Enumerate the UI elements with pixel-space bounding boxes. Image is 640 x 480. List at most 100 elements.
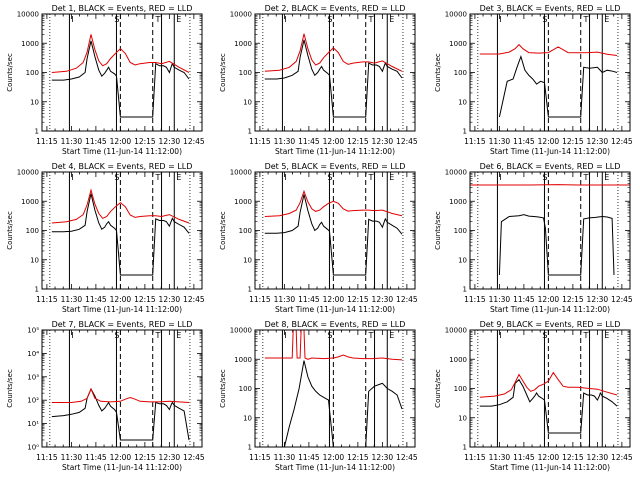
y-tick-label: 1000 (449, 40, 467, 48)
x-tick-label: 12:45 (183, 295, 205, 304)
y-tick-label: 100 (239, 227, 252, 235)
x-tick-label: 12:30 (372, 295, 394, 304)
x-tick-label: 11:15 (249, 453, 271, 462)
events-series-line (498, 214, 615, 276)
x-tick-label: 11:30 (61, 137, 83, 146)
marker-label-e: E (176, 15, 181, 24)
panel-title: Det 8, BLACK = Events, RED = LLD (265, 320, 406, 329)
y-axis-label: Counts/sec (6, 369, 14, 408)
y-tick-label: 100 (239, 69, 252, 77)
detector-panel-2: 11:15 11:30 11:45 12:00 12:15 12:30 12:45 1 10 10… (219, 4, 418, 156)
marker-label-t: T (583, 331, 589, 340)
x-tick-label: 12:45 (396, 453, 418, 462)
x-tick-label: 12:45 (611, 137, 633, 146)
x-tick-label: 12:15 (134, 137, 156, 146)
x-axis-label: Start Time (11-Jun-14 11:12:00) (62, 463, 182, 472)
marker-label-i: I (71, 15, 73, 24)
events-series-line (498, 55, 618, 118)
x-tick-label: 11:15 (249, 295, 271, 304)
x-tick-label: 11:15 (36, 137, 58, 146)
marker-label-s: S (327, 15, 332, 24)
marker-label-i: I (284, 173, 286, 182)
x-tick-label: 11:15 (464, 137, 486, 146)
plot-frame (254, 171, 416, 290)
marker-label-t: T (583, 173, 589, 182)
plot-frame (41, 13, 203, 132)
x-tick-label: 12:00 (323, 137, 345, 146)
y-axis-label: Counts/sec (219, 53, 227, 92)
y-tick-label: 10⁵ (27, 327, 39, 335)
x-tick-label: 12:00 (323, 295, 345, 304)
lld-series-line (51, 387, 190, 403)
x-tick-label: 12:00 (323, 453, 345, 462)
y-tick-label: 10³ (27, 373, 39, 381)
x-axis-label: Start Time (11-Jun-14 11:12:00) (490, 147, 610, 156)
x-tick-label: 11:30 (489, 295, 511, 304)
panel-title: Det 4, BLACK = Events, RED = LLD (52, 162, 193, 171)
detector-panel-6: 11:15 11:30 11:45 12:00 12:15 12:30 12:45 1 10 10… (434, 162, 633, 314)
x-tick-label: 11:45 (85, 137, 107, 146)
x-tick-label: 12:30 (159, 137, 181, 146)
x-tick-label: 11:15 (36, 453, 58, 462)
y-tick-label: 10000 (445, 327, 467, 335)
plot-frame (41, 329, 203, 448)
y-tick-label: 1 (35, 128, 39, 136)
marker-label-s: S (327, 173, 332, 182)
marker-label-t: T (155, 173, 161, 182)
detector-panel-7: 11:15 11:30 11:45 12:00 12:15 12:30 12:45 10⁰ 10… (6, 320, 205, 472)
x-tick-label: 11:30 (274, 295, 296, 304)
y-tick-label: 1000 (21, 40, 39, 48)
x-tick-label: 12:00 (538, 137, 560, 146)
y-tick-label: 10 (243, 98, 252, 106)
y-tick-label: 10 (243, 414, 252, 422)
x-tick-label: 12:45 (183, 453, 205, 462)
marker-label-e: E (389, 15, 394, 24)
x-tick-label: 12:30 (587, 137, 609, 146)
x-tick-label: 12:30 (372, 137, 394, 146)
y-tick-label: 10⁰ (27, 444, 39, 452)
plot-frame (469, 329, 631, 448)
y-tick-label: 10000 (230, 327, 252, 335)
x-tick-label: 11:45 (513, 295, 535, 304)
marker-label-t: T (368, 173, 374, 182)
events-series-line (51, 40, 190, 118)
x-tick-label: 11:45 (298, 295, 320, 304)
y-tick-label: 1 (248, 286, 252, 294)
detector-panel-9: 11:15 11:30 11:45 12:00 12:15 12:30 12:45 1 10 10… (434, 320, 633, 472)
x-tick-label: 11:45 (298, 453, 320, 462)
y-tick-label: 1000 (449, 198, 467, 206)
marker-label-e: E (389, 331, 394, 340)
x-axis-label: Start Time (11-Jun-14 11:12:00) (490, 305, 610, 314)
events-series-line (283, 360, 403, 447)
y-tick-label: 100 (239, 385, 252, 393)
y-tick-label: 100 (26, 227, 39, 235)
y-tick-label: 10⁴ (27, 350, 39, 358)
x-tick-label: 12:30 (587, 295, 609, 304)
lld-series-line (264, 33, 403, 72)
y-tick-label: 1 (463, 128, 467, 136)
marker-label-e: E (604, 331, 609, 340)
y-tick-label: 10000 (230, 169, 252, 177)
y-tick-label: 10¹ (27, 420, 39, 428)
y-axis-label: Counts/sec (434, 369, 442, 408)
x-tick-label: 12:15 (134, 453, 156, 462)
plot-frame (254, 13, 416, 132)
x-tick-label: 11:15 (36, 295, 58, 304)
panel-title: Det 6, BLACK = Events, RED = LLD (480, 162, 621, 171)
panel-title: Det 7, BLACK = Events, RED = LLD (52, 320, 193, 329)
y-tick-label: 10000 (445, 11, 467, 19)
marker-label-s: S (114, 15, 119, 24)
x-tick-label: 12:00 (110, 295, 132, 304)
x-axis-label: Start Time (11-Jun-14 11:12:00) (275, 147, 395, 156)
y-tick-label: 10 (458, 256, 467, 264)
y-tick-label: 1000 (449, 356, 467, 364)
x-tick-label: 12:15 (562, 137, 584, 146)
plot-frame (469, 13, 631, 132)
events-series-line (51, 193, 190, 276)
x-tick-label: 11:30 (489, 453, 511, 462)
y-axis-label: Counts/sec (6, 211, 14, 250)
y-tick-label: 10000 (445, 169, 467, 177)
x-tick-label: 11:45 (513, 137, 535, 146)
y-axis-label: Counts/sec (219, 211, 227, 250)
